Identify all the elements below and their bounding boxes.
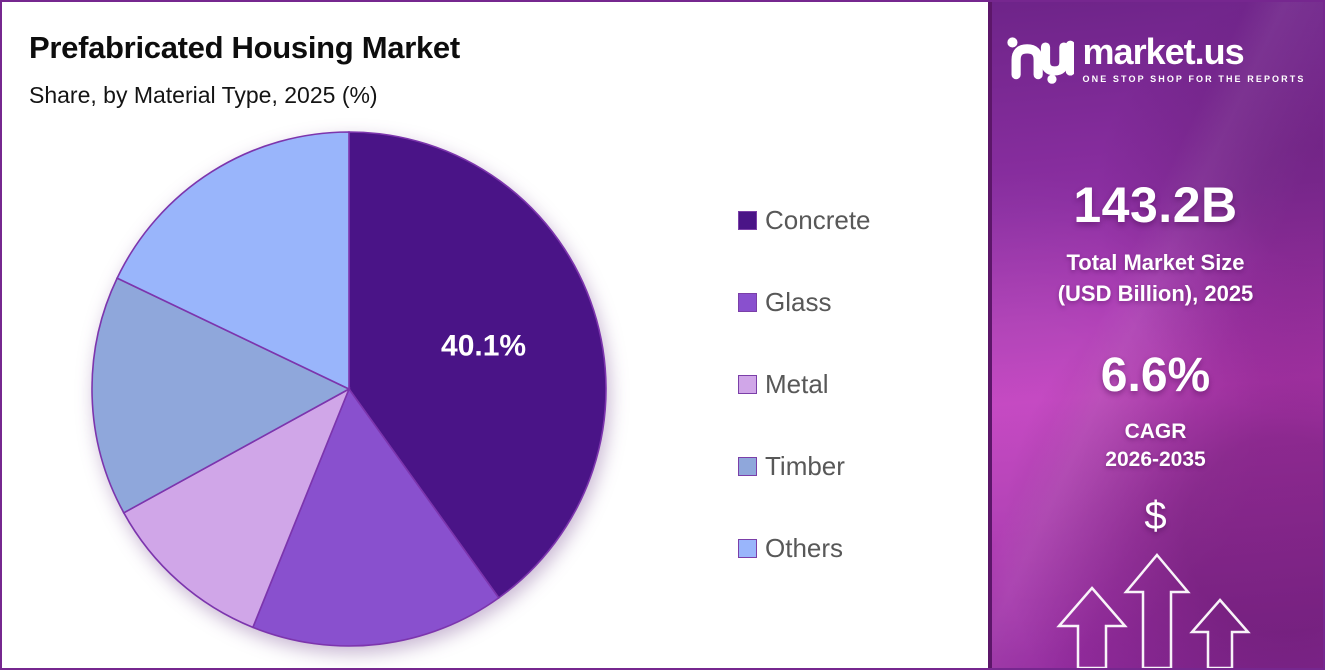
legend-item-glass: Glass: [738, 289, 871, 315]
legend-item-others: Others: [738, 535, 871, 561]
pie-chart-svg: 40.1%: [91, 131, 607, 647]
marketus-logo-text: market.us ONE STOP SHOP FOR THE REPORTS: [1082, 31, 1306, 85]
cagr-value: 6.6%: [1100, 349, 1211, 402]
total-market-size-label-line1: Total Market Size: [1066, 250, 1245, 275]
pie-slice-glass: [251, 387, 500, 647]
pie-slice-timber: [91, 277, 351, 514]
total-market-size-label-line2: (USD Billion), 2025: [1057, 280, 1254, 306]
legend-swatch-timber: [738, 456, 757, 476]
pie-slice-concrete: [348, 131, 607, 599]
legend-item-timber: Timber: [738, 453, 871, 479]
marketus-logo-icon: [1006, 37, 1074, 84]
legend-label-concrete: Concrete: [765, 205, 871, 235]
legend-swatch-others: [738, 538, 757, 558]
dollar-icon: $: [1144, 494, 1167, 538]
brand-sidebar: market.us ONE STOP SHOP FOR THE REPORTS …: [988, 2, 1323, 668]
legend-label-glass: Glass: [765, 287, 832, 317]
chart-legend: Concrete Glass Metal Timber Others: [738, 207, 871, 617]
pie-slice-others: [116, 131, 350, 391]
legend-label-timber: Timber: [765, 451, 845, 481]
legend-item-concrete: Concrete: [738, 207, 871, 233]
page-title: Prefabricated Housing Market: [29, 30, 460, 65]
legend-swatch-metal: [738, 374, 757, 394]
legend-item-metal: Metal: [738, 371, 871, 397]
legend-label-others: Others: [765, 533, 844, 563]
cagr-label: CAGR 2026-2035: [988, 418, 1323, 475]
pie-slice-metal: [122, 387, 351, 629]
brand-tagline: ONE STOP SHOP FOR THE REPORTS: [1082, 74, 1306, 84]
marketus-logo: market.us ONE STOP SHOP FOR THE REPORTS: [988, 32, 1323, 86]
page-subtitle: Share, by Material Type, 2025 (%): [29, 82, 378, 108]
legend-swatch-glass: [738, 292, 757, 312]
brand-name: market.us: [1082, 31, 1245, 72]
cagr-label-line2: 2026-2035: [1105, 448, 1206, 472]
total-market-size-label: Total Market Size (USD Billion), 2025: [988, 248, 1323, 310]
legend-label-metal: Metal: [765, 369, 829, 399]
pie-data-label: 40.1%: [441, 330, 526, 363]
pie-chart: 40.1%: [87, 127, 611, 651]
legend-swatch-concrete: [738, 210, 757, 230]
total-market-size-value: 143.2B: [1073, 177, 1238, 233]
growth-arrows-icon: [1056, 553, 1251, 668]
cagr-label-line1: CAGR: [1124, 420, 1187, 443]
